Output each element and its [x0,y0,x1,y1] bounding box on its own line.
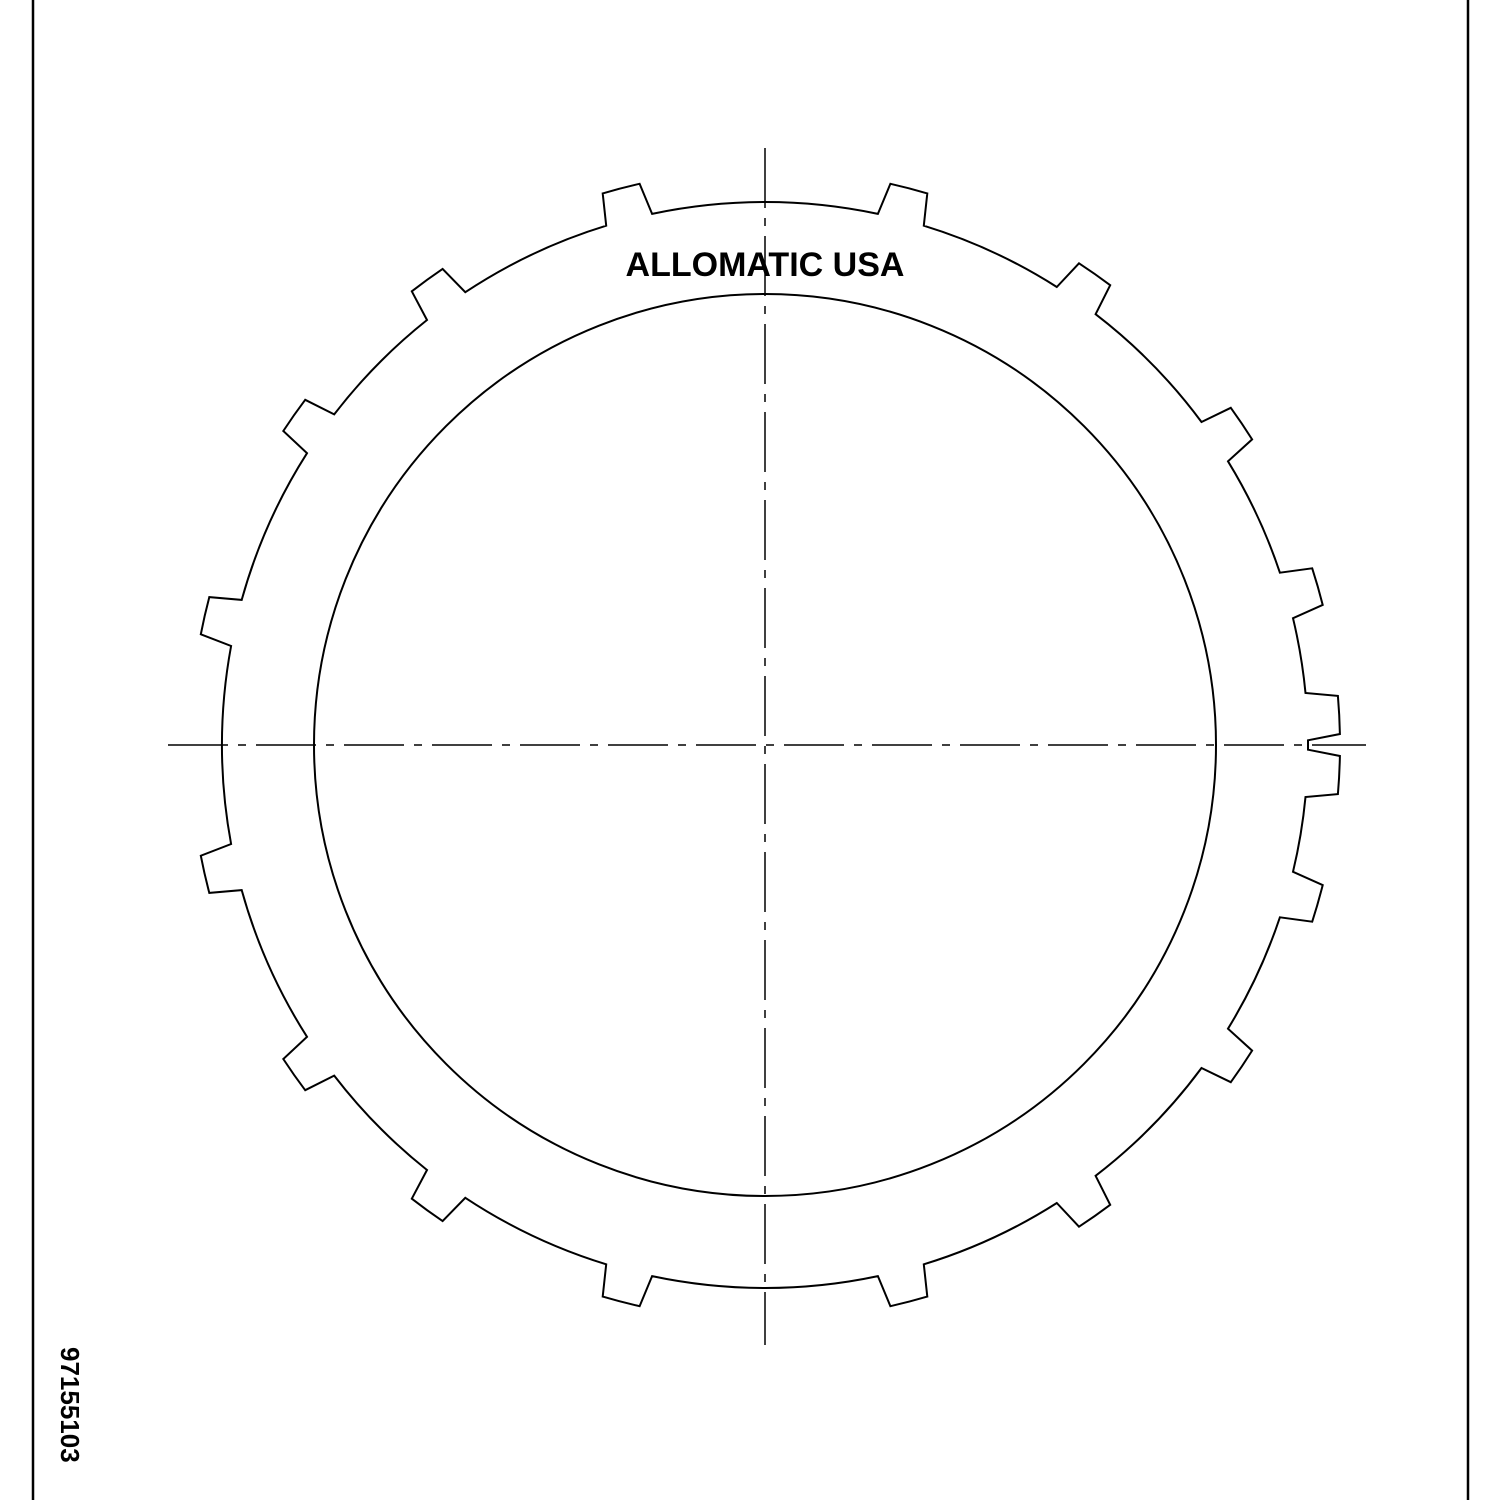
plate-outer-contour [199,182,1341,1308]
part-code-label: 97155103 [55,1347,85,1463]
brand-label: ALLOMATIC USA [626,246,905,284]
